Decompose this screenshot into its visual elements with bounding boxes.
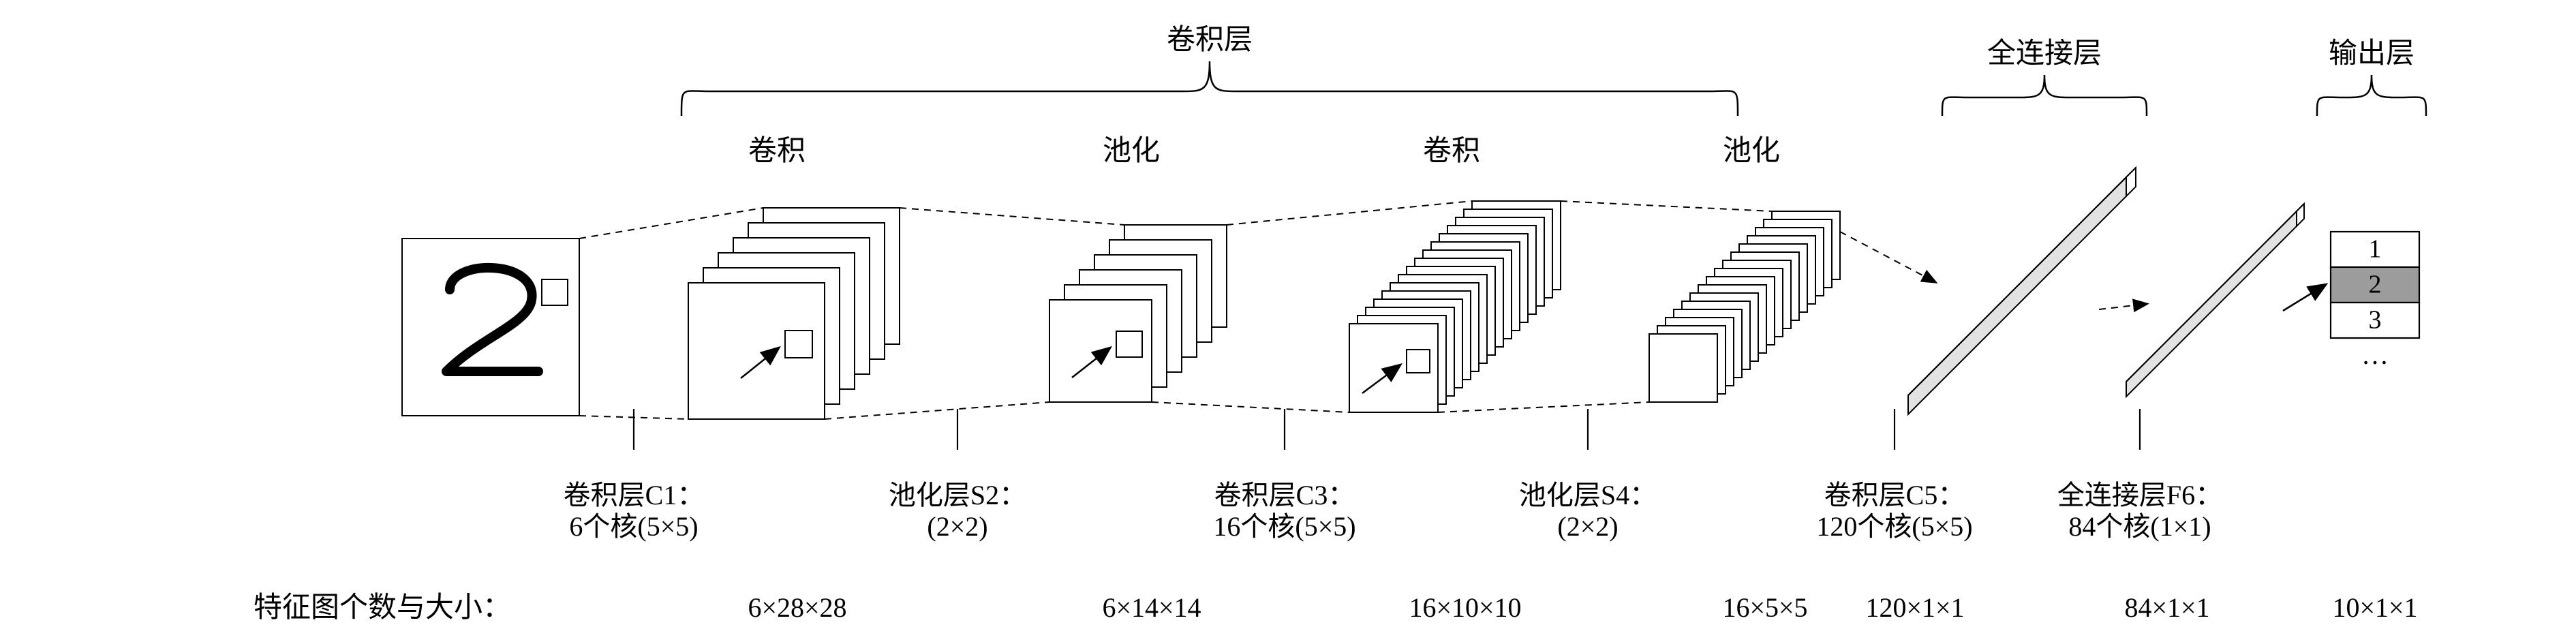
op-label-pool2: 池化 [1723, 136, 1780, 167]
connector [1561, 201, 1772, 211]
layer-label: (2×2) [1557, 511, 1618, 542]
layer-label: 6个核(5×5) [569, 511, 698, 542]
footer-label: 特征图个数与大小： [254, 592, 511, 624]
footer-dim: 16×5×5 [1722, 592, 1807, 623]
layer-label: 池化层S2： [889, 480, 1026, 510]
layer-label: 84个核(1×1) [2068, 511, 2211, 542]
footer-dim: 6×14×14 [1102, 592, 1201, 623]
connector [825, 402, 1049, 419]
layer-label: 全连接层F6： [2057, 480, 2222, 510]
layer-label: (2×2) [927, 511, 987, 542]
connector-arrow [2099, 304, 2147, 309]
bracket [681, 61, 1738, 116]
kernel-box [785, 331, 812, 358]
connector-arrow [1840, 232, 1935, 282]
connector [1227, 201, 1472, 225]
footer-dim: 16×10×10 [1409, 592, 1521, 623]
layer-label: 卷积层C5： [1824, 480, 1965, 510]
bar-c5 [1908, 168, 2136, 414]
stack-s4 [1649, 211, 1840, 402]
layer-label: 卷积层C3： [1214, 480, 1355, 510]
connector [900, 208, 1124, 225]
output-cell-label: 3 [2369, 305, 2382, 334]
footer-dim: 120×1×1 [1865, 592, 1964, 623]
input-image [402, 239, 579, 416]
kernel-box [1116, 331, 1142, 357]
bracket [2317, 75, 2426, 116]
stack-c3 [1349, 201, 1561, 412]
section-title-conv: 卷积层 [1167, 25, 1253, 56]
layer-label: 卷积层C1： [564, 480, 705, 510]
op-label-conv1: 卷积 [748, 136, 806, 167]
connector [1438, 402, 1649, 412]
layer-label: 池化层S4： [1519, 480, 1657, 510]
connector [579, 208, 763, 239]
stack-s2 [1049, 225, 1227, 402]
kernel-box [1407, 350, 1430, 373]
section-title-out: 输出层 [2329, 38, 2414, 70]
output-vector: 1 2 3 … [2331, 232, 2419, 370]
bracket [1942, 75, 2147, 116]
footer-dim: 10×1×1 [2332, 592, 2417, 623]
footer-dim: 84×1×1 [2124, 592, 2209, 623]
stack-c1 [688, 208, 900, 419]
op-label-pool1: 池化 [1103, 136, 1160, 167]
footer-dim: 6×28×28 [748, 592, 846, 623]
section-title-fc: 全连接层 [1987, 37, 2102, 70]
layer-label: 16个核(5×5) [1213, 511, 1355, 542]
layer-label: 120个核(5×5) [1816, 511, 1972, 542]
lenet-architecture-diagram: 卷积层 全连接层 输出层 1 2 3 … 卷积 池化 卷积 池化卷积层C1：6个核(5×5) 池化层S… [0, 0, 2576, 644]
connector [1152, 402, 1349, 412]
output-cell-label: 2 [2369, 270, 2382, 298]
op-label-conv2: 卷积 [1423, 136, 1480, 167]
output-cell-label: 1 [2369, 234, 2382, 263]
output-ellipsis: … [2361, 339, 2389, 370]
bar-f6 [2126, 204, 2304, 397]
final-arrow [2283, 285, 2325, 311]
